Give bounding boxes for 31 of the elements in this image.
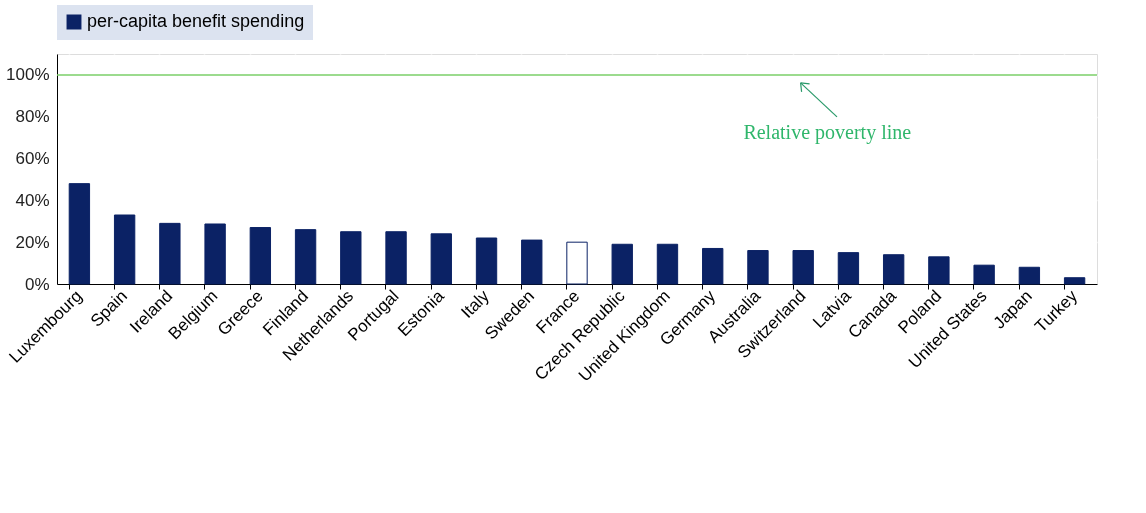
legend-label: per-capita benefit spending <box>87 11 305 31</box>
bar <box>521 239 543 285</box>
y-tick-label: 0% <box>24 274 50 294</box>
bar <box>249 227 272 285</box>
bar <box>475 237 498 285</box>
bar <box>68 183 91 285</box>
bar <box>430 233 452 285</box>
bar <box>1063 277 1086 285</box>
bar <box>837 252 860 285</box>
bar <box>113 214 136 285</box>
y-tick-label: 40% <box>15 190 50 210</box>
bar <box>928 256 950 285</box>
bar <box>159 222 181 285</box>
bar <box>702 247 724 285</box>
bar <box>611 243 633 285</box>
bar <box>385 231 407 285</box>
bar <box>204 223 226 285</box>
bar <box>792 250 814 285</box>
bar <box>973 264 995 285</box>
bar <box>1018 266 1041 285</box>
bar <box>340 231 362 285</box>
annotation: Relative poverty line <box>743 120 912 144</box>
bar <box>294 229 317 285</box>
y-tick-label: 20% <box>15 232 50 252</box>
y-tick-label: 100% <box>6 65 50 85</box>
y-tick-label: 80% <box>15 107 50 127</box>
bar <box>747 250 769 285</box>
y-tick-label: 60% <box>15 149 50 169</box>
bar <box>566 241 588 285</box>
bar <box>656 243 679 285</box>
bar <box>882 254 905 285</box>
